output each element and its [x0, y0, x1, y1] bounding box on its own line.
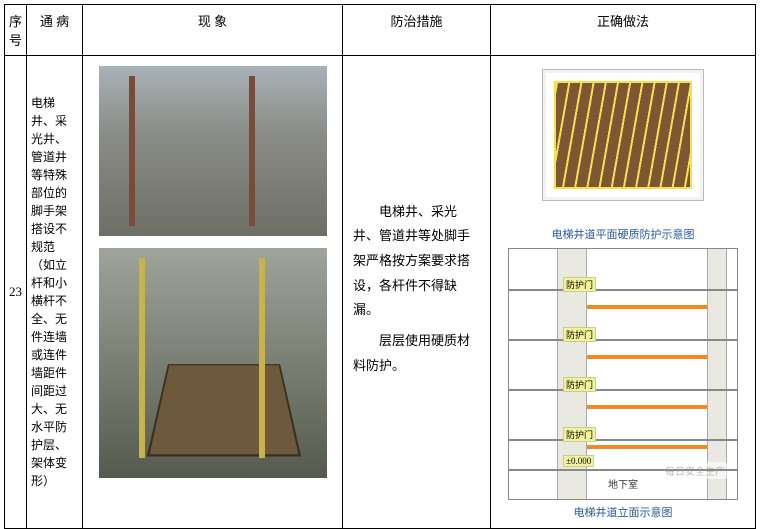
photo2-pipe [139, 258, 145, 458]
door-label: 防护门 [563, 277, 596, 292]
hard-protection-line [587, 445, 707, 449]
header-seq: 序号 [5, 5, 27, 56]
door-label: 防护门 [563, 377, 596, 392]
header-correct: 正确做法 [491, 5, 756, 56]
floor-line [509, 439, 737, 441]
header-phenomenon: 现 象 [83, 5, 343, 56]
hard-protection-line [587, 355, 707, 359]
shaft-inner [554, 81, 692, 189]
plan-caption: 电梯井道平面硬质防护示意图 [497, 226, 749, 242]
site-photo-2 [99, 248, 327, 478]
header-measure: 防治措施 [343, 5, 491, 56]
door-label: ±0.000 [563, 455, 594, 467]
shaft-outer [543, 70, 703, 200]
measure-p1: 电梯井、采光井、管道井等处脚手架严格按方案要求搭设，各杆件不得缺漏。 [353, 200, 480, 323]
ground-label: 地下室 [608, 476, 638, 491]
header-row: 序号 通 病 现 象 防治措施 正确做法 [5, 5, 756, 56]
photo2-pit [146, 364, 300, 456]
floor-line [509, 469, 737, 471]
issue-cell: 电梯井、采光井、管道井等特殊部位的脚手架搭设不规范（如立杆和小横杆不全、无件连墙… [27, 56, 83, 529]
hard-protection-line [587, 305, 707, 309]
floor-line [509, 389, 737, 391]
measure-p2: 层层使用硬质材料防护。 [353, 329, 480, 378]
door-label: 防护门 [563, 327, 596, 342]
plan-diagram [533, 70, 713, 220]
floor-line [509, 289, 737, 291]
section-diagram: 地下室 每日安全生产 防护门防护门防护门防护门±0.000 [508, 248, 738, 500]
floor-line [509, 339, 737, 341]
photo2-pipe [259, 258, 265, 458]
door-label: 防护门 [563, 427, 596, 442]
hard-protection-line [587, 405, 707, 409]
seq-cell: 23 [5, 56, 27, 529]
phenomenon-cell [83, 56, 343, 529]
header-issue: 通 病 [27, 5, 83, 56]
site-photo-1 [99, 66, 327, 236]
correct-cell: 电梯井道平面硬质防护示意图 地下室 每日安全生产 防护门防护门防护门防护门±0.… [491, 56, 756, 529]
table-row: 23 电梯井、采光井、管道井等特殊部位的脚手架搭设不规范（如立杆和小横杆不全、无… [5, 56, 756, 529]
section-caption: 电梯井道立面示意图 [497, 504, 749, 520]
defects-table: 序号 通 病 现 象 防治措施 正确做法 23 电梯井、采光井、管道井等特殊部位… [4, 4, 756, 529]
measure-cell: 电梯井、采光井、管道井等处脚手架严格按方案要求搭设，各杆件不得缺漏。 层层使用硬… [343, 56, 491, 529]
